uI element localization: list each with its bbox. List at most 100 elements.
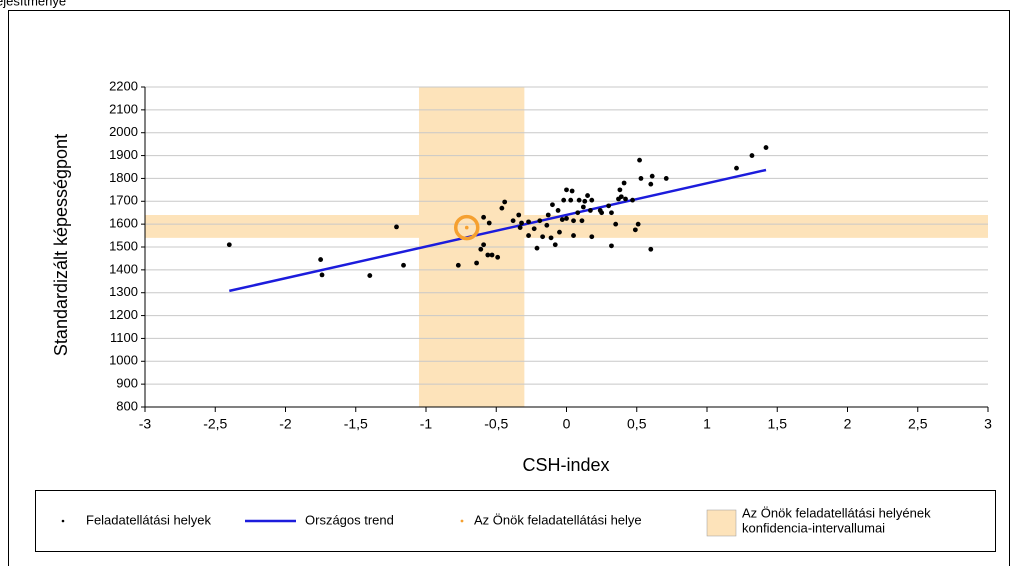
data-point (648, 181, 654, 187)
y-tick-label: 1200 (109, 307, 138, 322)
data-point (663, 176, 669, 181)
y-axis-label: Standardizált képességpont (51, 134, 71, 356)
legend-marker (460, 519, 464, 523)
data-point (481, 214, 487, 220)
x-tick-label: -2,5 (203, 416, 227, 432)
data-point (489, 252, 495, 258)
data-point (564, 187, 569, 193)
data-point (478, 246, 484, 252)
data-point (367, 273, 373, 278)
data-point (648, 246, 654, 252)
frame (8, 10, 1010, 566)
data-point (617, 187, 623, 193)
legend-marker (706, 509, 737, 537)
data-point (474, 260, 479, 266)
x-tick-label: -3 (139, 416, 152, 432)
x-tick-label: 1 (703, 416, 711, 432)
y-tick-label: 2200 (109, 78, 138, 93)
data-point (579, 218, 585, 224)
data-point (545, 212, 551, 218)
y-tick-label: 1400 (109, 261, 138, 276)
data-point (485, 252, 491, 258)
data-point (550, 202, 555, 208)
data-point (226, 242, 232, 248)
data-point (571, 233, 576, 238)
x-tick-label: -0,5 (484, 416, 508, 432)
x-tick-label: 2 (844, 416, 852, 432)
data-point (559, 217, 565, 222)
data-point (576, 197, 582, 203)
legend-marker (61, 519, 65, 523)
data-point (582, 198, 588, 204)
data-point (635, 221, 641, 227)
x-tick-label: 3 (984, 416, 992, 432)
data-point (537, 218, 543, 224)
page-header: ejesítménye (0, 0, 66, 8)
data-point (486, 220, 492, 226)
x-tick-label: 0,5 (627, 416, 647, 432)
legend-label: konfidencia-intervallumai (742, 520, 885, 535)
data-point (499, 205, 505, 211)
data-point (534, 245, 540, 251)
data-point (734, 165, 739, 171)
data-point (637, 157, 642, 163)
legend-label: Az Önök feladatellátási helye (474, 512, 642, 527)
data-point (495, 254, 501, 260)
data-point (544, 222, 550, 228)
highlight-ring (453, 214, 480, 241)
x-tick-label: 0 (563, 416, 571, 432)
data-point (319, 272, 325, 278)
legend-label: Az Önök feladatellátási helyének (742, 505, 931, 520)
y-tick-label: 1700 (109, 193, 138, 208)
data-point (526, 233, 531, 238)
data-point (540, 234, 546, 240)
data-point (613, 221, 619, 227)
data-point (455, 262, 461, 268)
data-point (606, 203, 612, 209)
data-point (569, 188, 575, 194)
data-point (561, 197, 567, 203)
data-point (587, 208, 593, 213)
data-point (649, 173, 655, 179)
data-point (630, 197, 635, 203)
data-point (557, 229, 562, 235)
data-point (548, 235, 554, 241)
data-point (580, 204, 586, 210)
x-tick-label: -1 (420, 416, 433, 432)
data-point (618, 194, 624, 200)
legend-label: Országos trend (305, 512, 394, 527)
x-tick-label: -1,5 (344, 416, 368, 432)
trend-line (229, 168, 767, 293)
highlight-point (464, 225, 469, 230)
data-point (564, 216, 569, 221)
y-tick-label: 2000 (109, 124, 138, 139)
legend-label: Feladatellátási helyek (86, 512, 212, 527)
data-point (599, 210, 605, 216)
data-point (638, 176, 644, 181)
data-point (632, 227, 638, 233)
legend-box (35, 490, 996, 552)
data-point (517, 225, 523, 230)
y-tick-label: 1300 (109, 284, 138, 299)
data-point (481, 242, 487, 248)
data-point (318, 257, 324, 262)
data-point (749, 153, 755, 158)
y-tick-label: 1100 (110, 330, 138, 345)
data-point (531, 226, 537, 232)
y-tick-label: 1500 (109, 238, 138, 253)
y-tick-label: 900 (116, 376, 138, 391)
data-point (763, 145, 769, 150)
data-point (585, 193, 590, 198)
x-tick-label: 1,5 (768, 416, 788, 432)
data-point (552, 242, 558, 248)
x-tick-label: 2,5 (908, 416, 928, 432)
data-point (589, 234, 595, 240)
y-tick-label: 800 (116, 398, 138, 413)
data-point (609, 210, 614, 216)
data-point (502, 199, 508, 205)
y-tick-label: 1900 (109, 147, 138, 162)
y-tick-label: 2100 (109, 101, 138, 116)
data-point (571, 218, 576, 224)
data-point (621, 180, 627, 186)
